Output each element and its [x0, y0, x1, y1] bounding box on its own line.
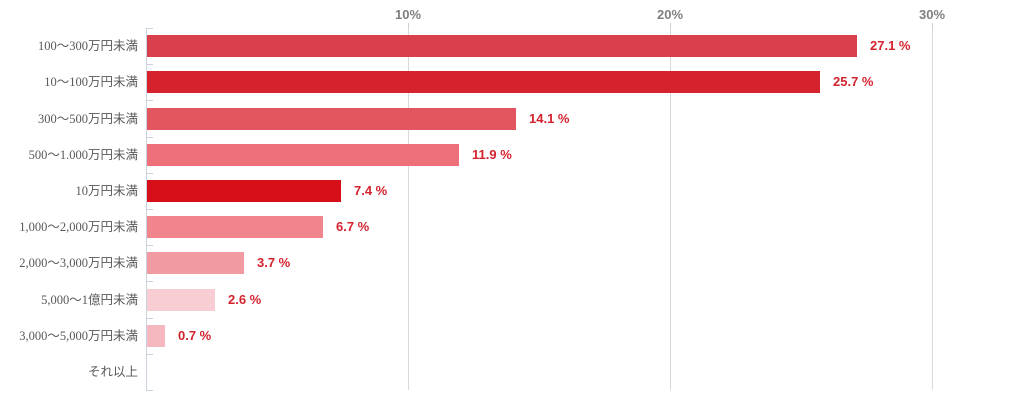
value-label: 27.1 %: [870, 38, 911, 53]
value-label: 3.7 %: [257, 255, 291, 270]
bar: [147, 180, 341, 202]
value-label: 0.7 %: [178, 328, 212, 343]
value-label: 14.1 %: [529, 111, 570, 126]
bar: [147, 252, 244, 274]
x-axis-tick-label: 10%: [394, 7, 422, 22]
category-label: 5,000〜1億円未満: [41, 293, 138, 307]
gridline: [408, 28, 409, 390]
x-axis-tick-mark: [408, 23, 409, 29]
category-axis-tick-mark: [146, 137, 153, 138]
x-axis-tick-label: 30%: [918, 7, 946, 22]
bar: [147, 325, 165, 347]
bar: [147, 108, 516, 130]
category-axis-tick-mark: [146, 245, 153, 246]
category-axis-tick-mark: [146, 64, 153, 65]
category-label: 300〜500万円未満: [37, 112, 138, 126]
bar: [147, 35, 857, 57]
x-axis-tick-mark: [932, 23, 933, 29]
value-label: 11.9 %: [472, 147, 512, 162]
category-label: 1,000〜2,000万円未満: [19, 220, 138, 234]
category-label: それ以上: [87, 365, 138, 379]
bar: [147, 144, 459, 166]
category-axis-tick-mark: [146, 354, 153, 355]
bar: [147, 289, 215, 311]
category-axis-tick-mark: [146, 281, 153, 282]
x-axis-tick-label: 20%: [656, 7, 684, 22]
value-label: 2.6 %: [228, 292, 262, 307]
value-label: 7.4 %: [354, 183, 388, 198]
category-axis-tick-mark: [146, 209, 153, 210]
gridline: [932, 28, 933, 390]
category-axis-tick-mark: [146, 390, 153, 391]
category-label: 10万円未満: [75, 184, 138, 198]
bar: [147, 71, 820, 93]
category-axis-tick-mark: [146, 100, 153, 101]
category-axis-tick-mark: [146, 173, 153, 174]
category-label: 10〜100万円未満: [44, 75, 138, 89]
category-label: 100〜300万円未満: [37, 39, 138, 53]
value-label: 25.7 %: [833, 74, 874, 89]
value-label: 6.7 %: [336, 219, 370, 234]
category-label: 2,000〜3,000万円未満: [19, 256, 138, 270]
bar: [147, 216, 323, 238]
category-label: 500〜1.000万円未満: [28, 148, 138, 162]
category-label: 3,000〜5,000万円未満: [19, 329, 138, 343]
category-axis-tick-mark: [146, 28, 153, 29]
gridline: [670, 28, 671, 390]
category-axis-tick-mark: [146, 318, 153, 319]
x-axis-tick-mark: [670, 23, 671, 29]
